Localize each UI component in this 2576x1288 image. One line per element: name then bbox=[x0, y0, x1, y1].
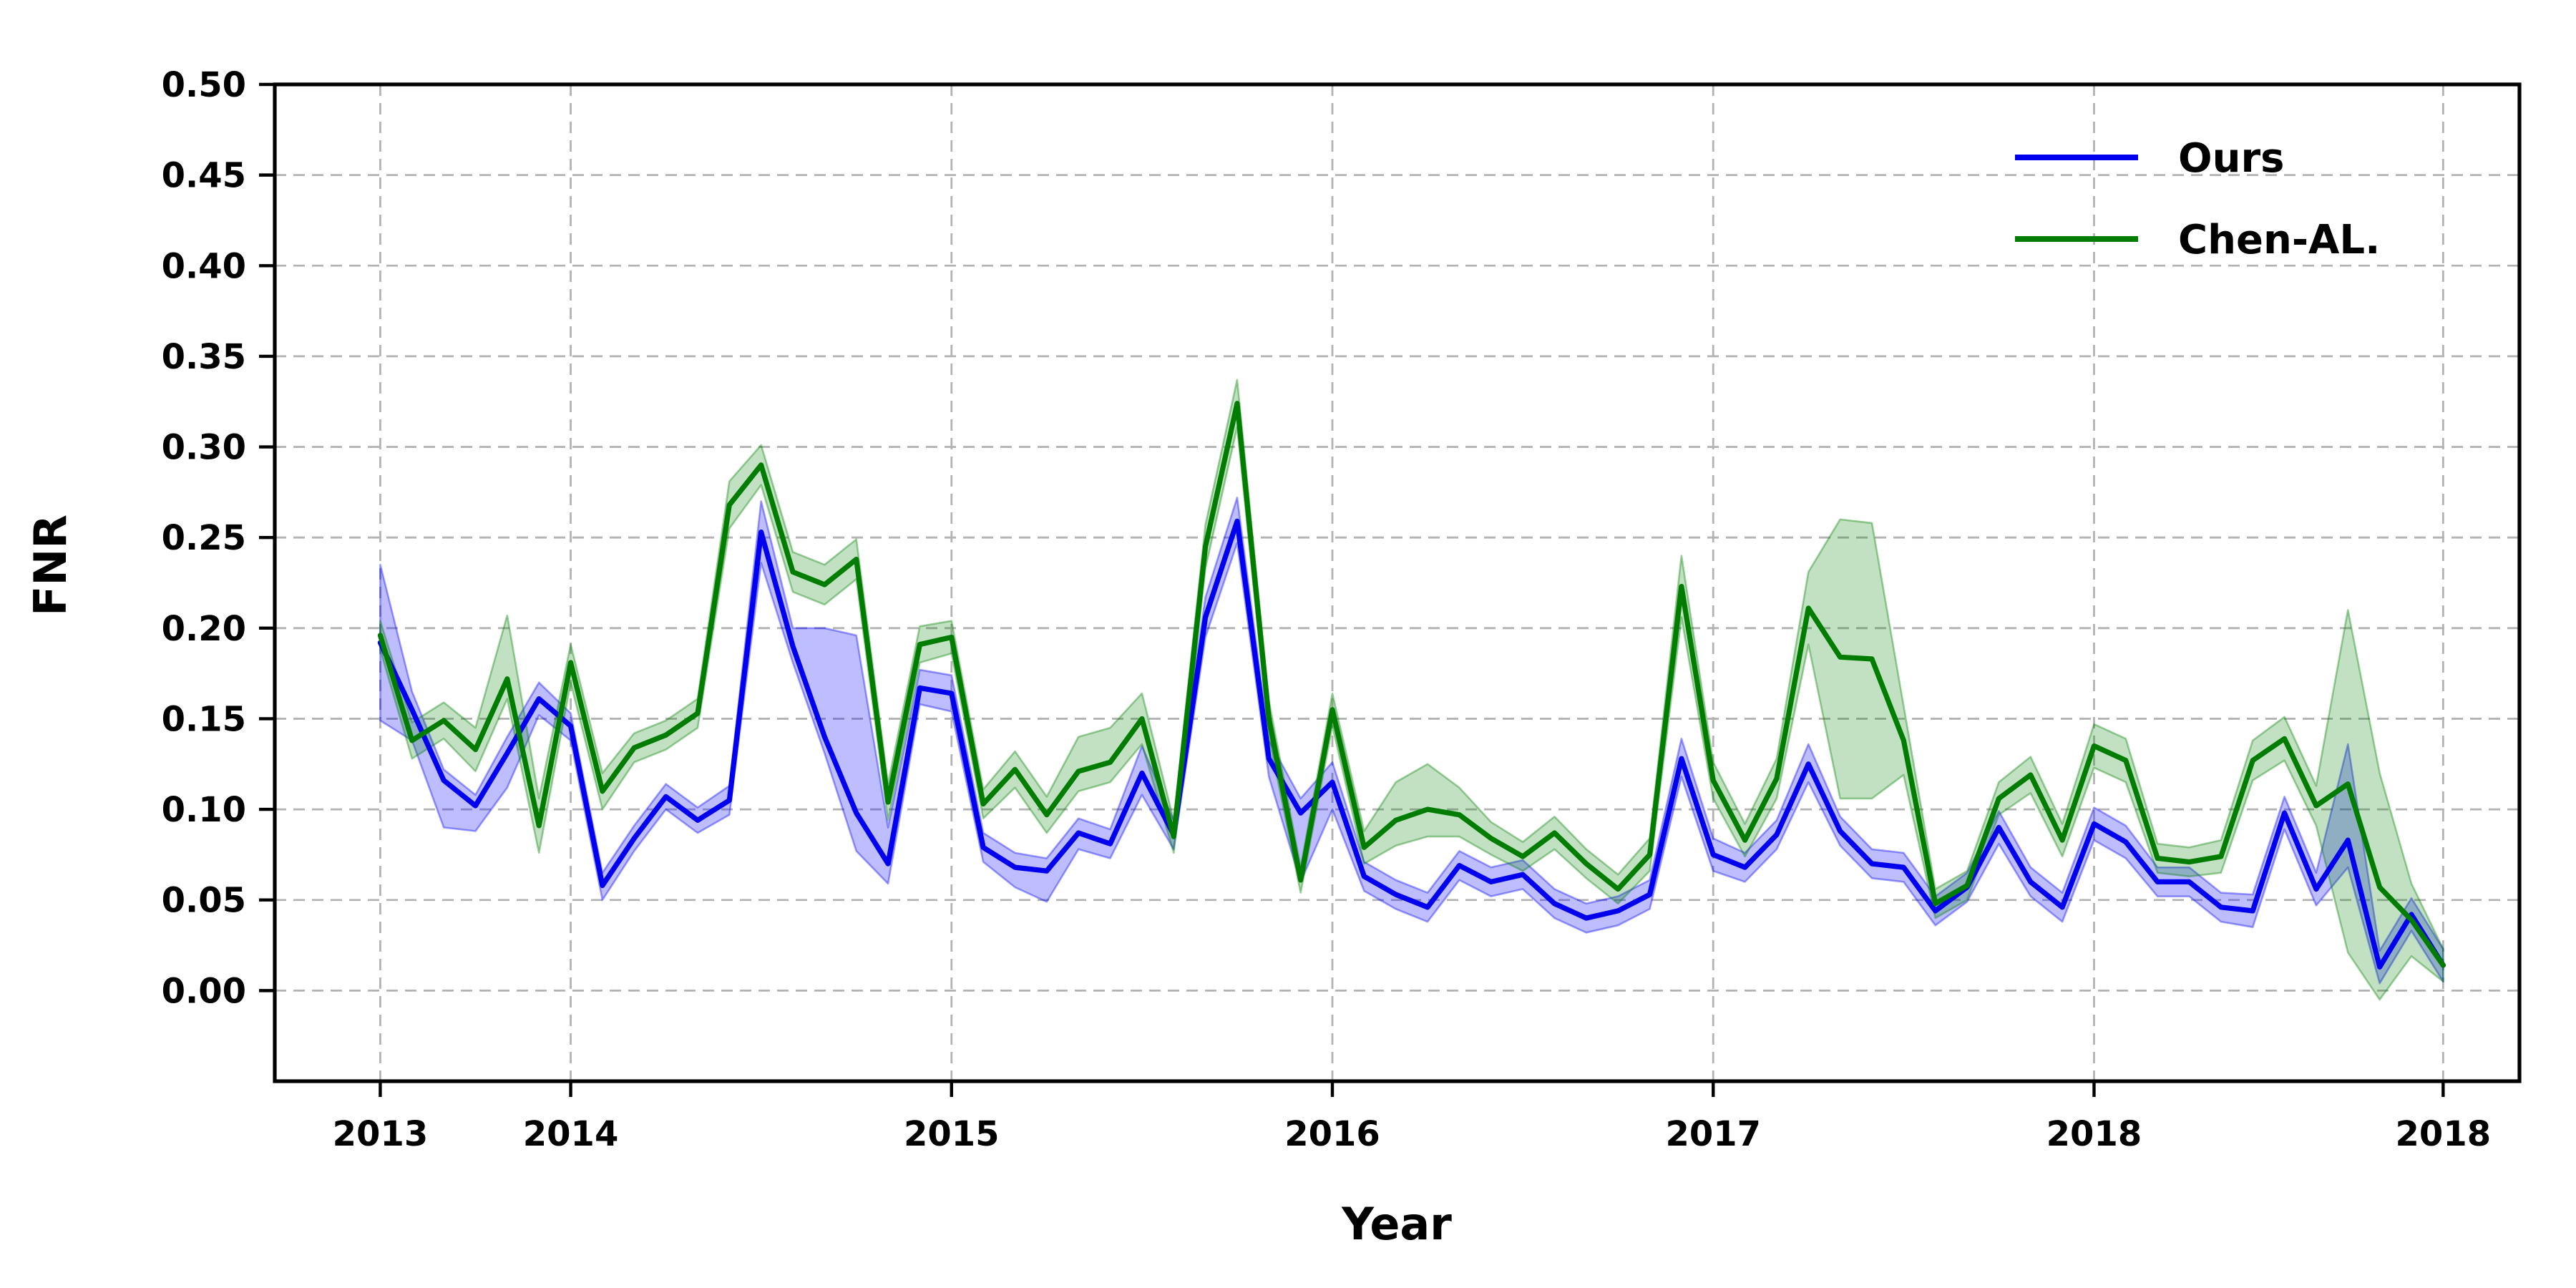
x-tick-label: 2018 bbox=[2046, 1114, 2142, 1154]
gridlines bbox=[275, 84, 2519, 1081]
x-axis-label: Year bbox=[1341, 1198, 1452, 1250]
y-axis-label: FNR bbox=[24, 514, 77, 616]
y-tick-label: 0.00 bbox=[162, 971, 246, 1011]
y-tick-label: 0.50 bbox=[162, 65, 246, 105]
y-tick-label: 0.10 bbox=[162, 790, 246, 830]
legend-label-chen-al: Chen-AL. bbox=[2178, 217, 2380, 263]
y-tick-label: 0.35 bbox=[162, 337, 246, 377]
y-tick-label: 0.25 bbox=[162, 518, 246, 558]
x-tick-label: 2017 bbox=[1665, 1114, 1761, 1154]
x-tick-label: 2015 bbox=[904, 1114, 1000, 1154]
legend: Ours Chen-AL. bbox=[2015, 135, 2380, 263]
legend-label-ours: Ours bbox=[2178, 135, 2284, 182]
x-tick-label: 2014 bbox=[523, 1114, 619, 1154]
y-tick-label: 0.05 bbox=[162, 881, 246, 921]
confidence-bands bbox=[379, 379, 2444, 1001]
series-lines bbox=[377, 401, 2446, 970]
x-tick-label: 2016 bbox=[1284, 1114, 1380, 1154]
axis-ticks bbox=[259, 82, 2445, 1097]
axes-frame bbox=[273, 82, 2522, 1083]
tick-labels: 0.00 0.05 0.10 0.15 0.20 0.25 0.30 0.35 0.40 0.45… bbox=[162, 65, 2492, 1154]
x-tick-label: 2018 bbox=[2396, 1114, 2492, 1154]
y-tick-label: 0.45 bbox=[162, 156, 246, 196]
x-tick-label: 2013 bbox=[333, 1114, 429, 1154]
y-tick-label: 0.30 bbox=[162, 428, 246, 468]
y-tick-label: 0.40 bbox=[162, 246, 246, 286]
y-tick-label: 0.20 bbox=[162, 609, 246, 649]
y-tick-label: 0.15 bbox=[162, 699, 246, 739]
